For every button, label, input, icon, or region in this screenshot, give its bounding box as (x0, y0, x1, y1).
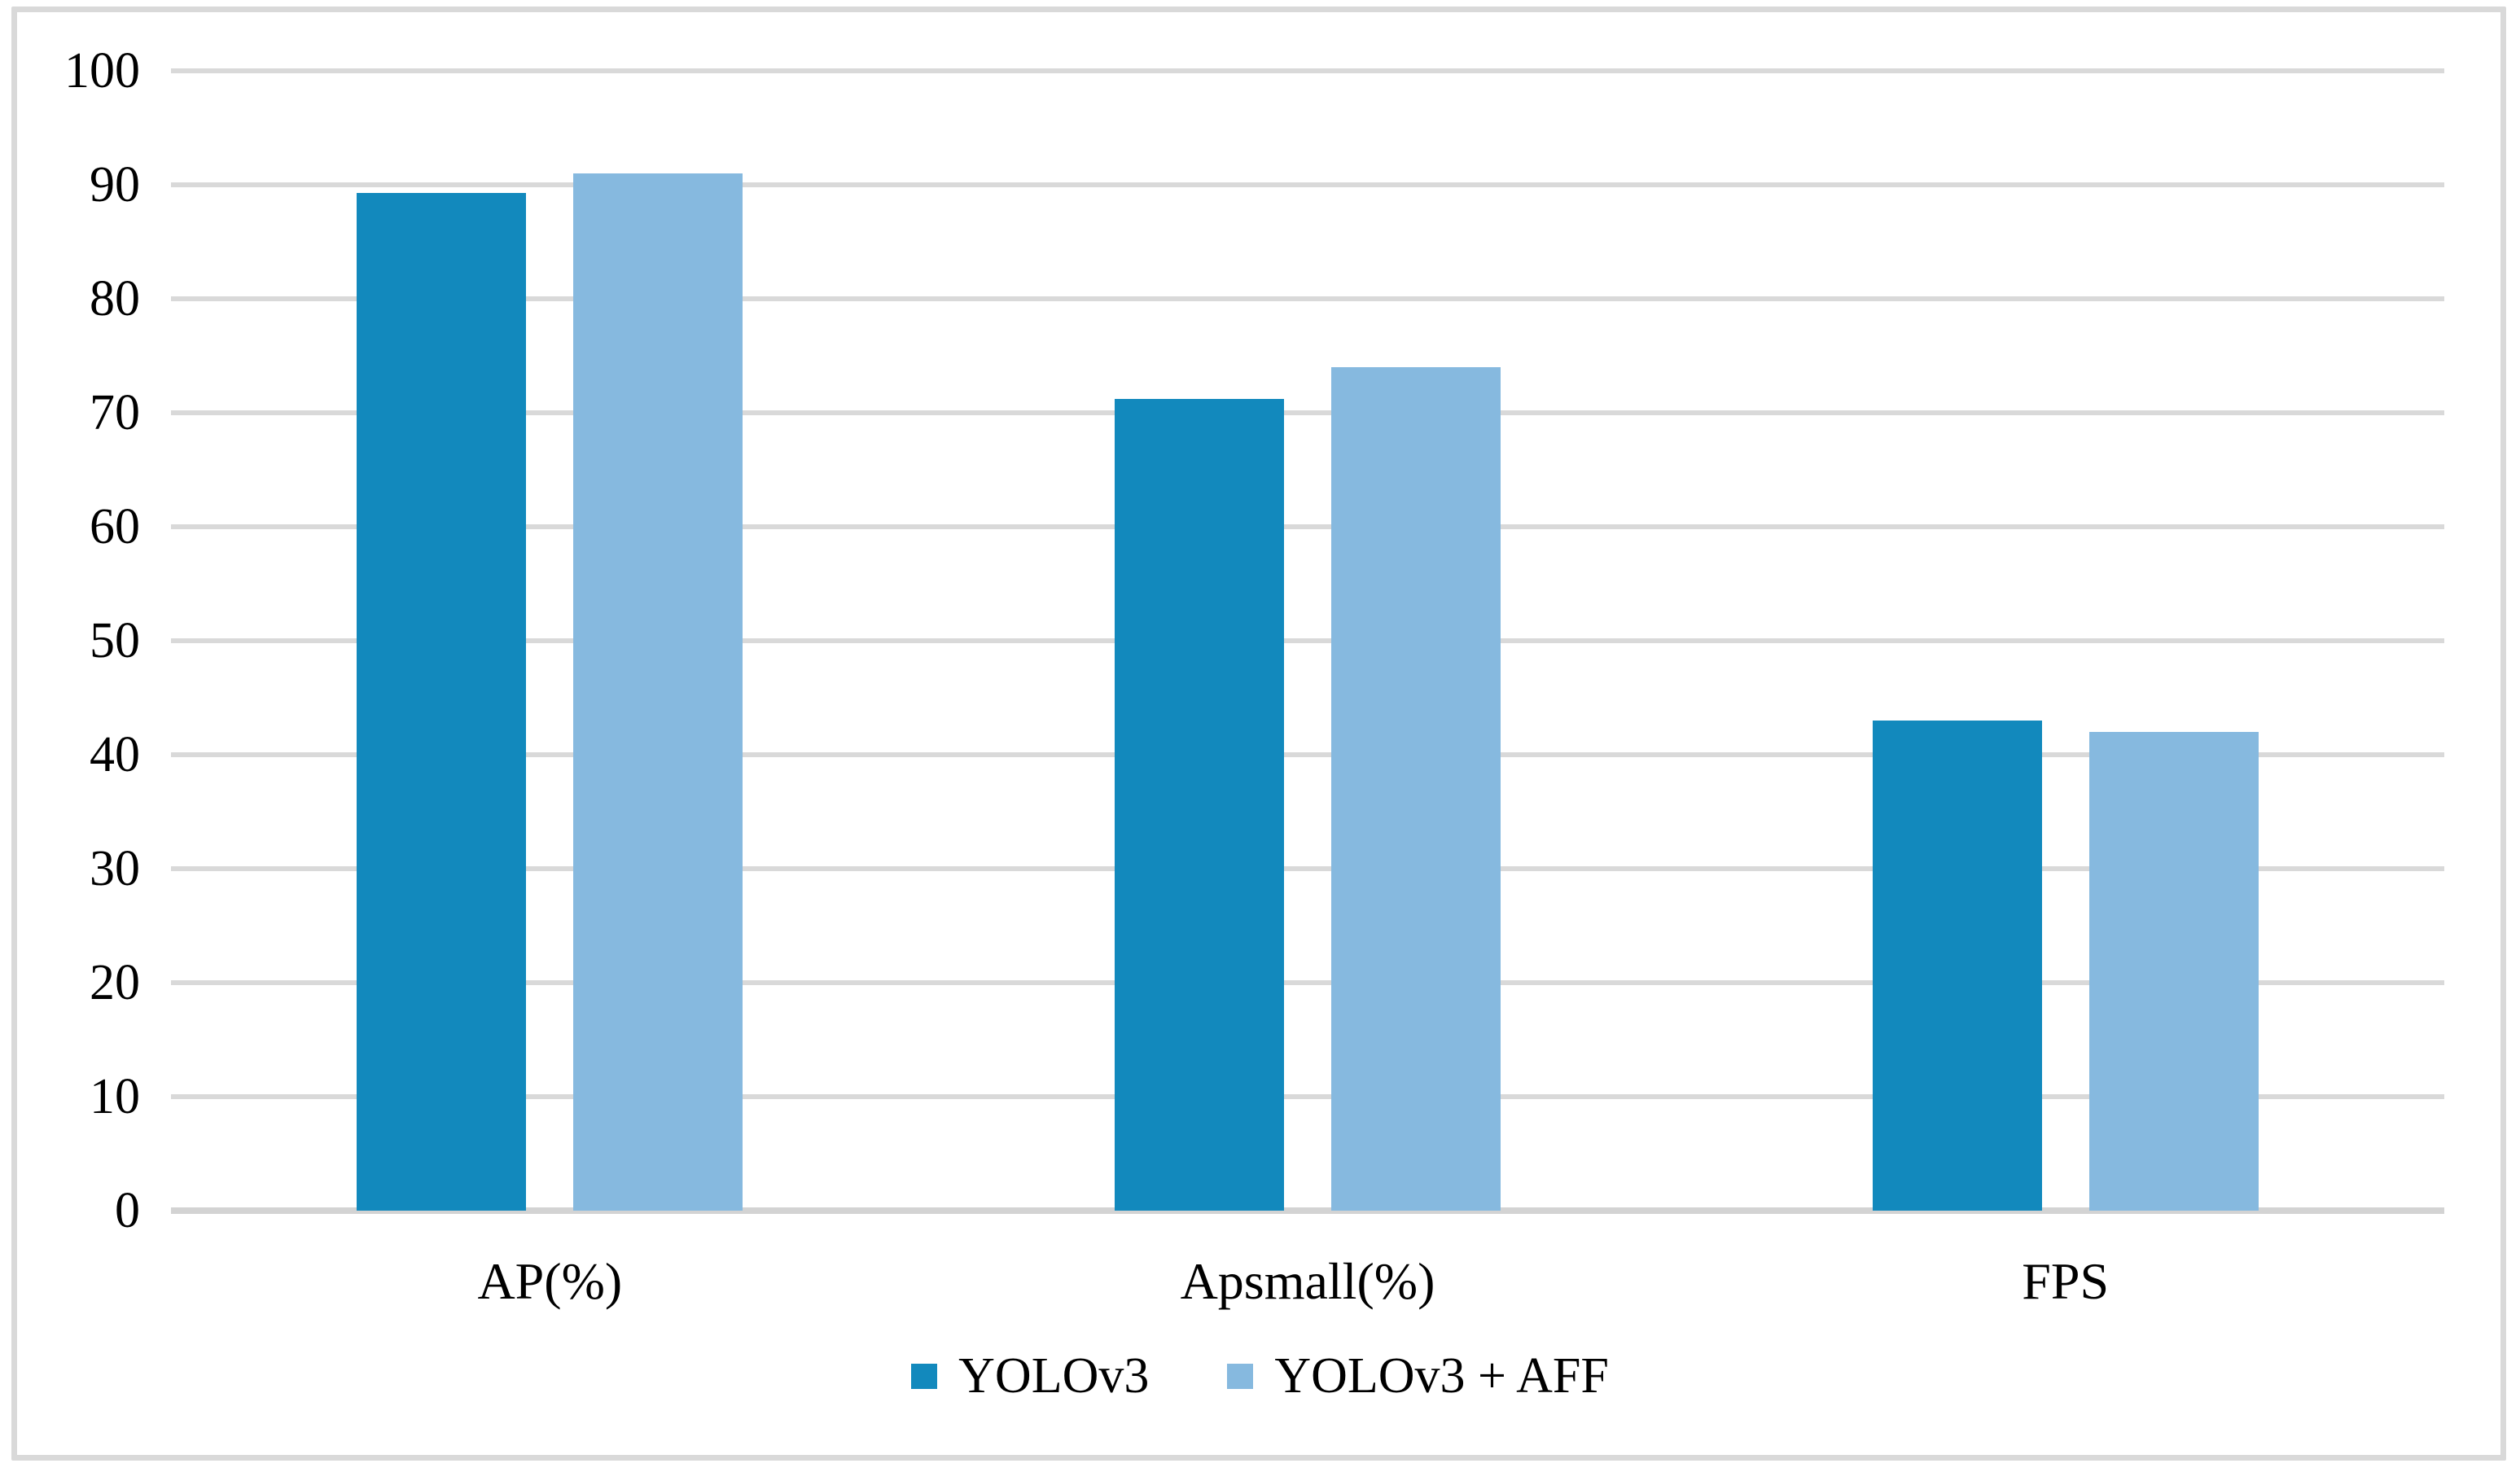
gridline-10 (171, 1094, 2444, 1099)
bar-yolov3-aff-ap (573, 173, 743, 1211)
legend-item-yolov3: YOLOv3 (911, 1345, 1149, 1407)
bar-yolov3-apsmall (1114, 399, 1284, 1211)
gridline-60 (171, 524, 2444, 529)
gridline-50 (171, 638, 2444, 643)
gridline-20 (171, 980, 2444, 985)
legend-label-yolov3: YOLOv3 (958, 1348, 1150, 1404)
y-tick-label-100: 100 (64, 43, 140, 99)
y-tick-label-10: 10 (90, 1069, 140, 1124)
gridline-30 (171, 866, 2444, 871)
y-tick-label-70: 70 (90, 385, 140, 440)
y-tick-label-50: 50 (90, 613, 140, 668)
gridline-100 (171, 68, 2444, 73)
legend-swatch-yolov3-aff-icon (1227, 1363, 1254, 1389)
y-tick-label-80: 80 (90, 271, 140, 326)
bar-group-apsmall (929, 71, 1687, 1211)
bar-yolov3-ap (357, 192, 527, 1211)
legend-label-yolov3-aff: YOLOv3 + AFF (1274, 1348, 1609, 1404)
bar-yolov3-aff-fps (2088, 732, 2259, 1211)
legend: YOLOv3 YOLOv3 + AFF (0, 1345, 2520, 1407)
bar-yolov3-fps (1872, 721, 2042, 1211)
bar-yolov3-aff-apsmall (1330, 367, 1501, 1211)
y-tick-label-90: 90 (90, 157, 140, 212)
y-tick-label-30: 30 (90, 841, 140, 896)
x-axis-label-fps: FPS (2022, 1252, 2110, 1310)
x-axis-label-apsmall: Apsmall(%) (1180, 1252, 1435, 1310)
gridline-90 (171, 182, 2444, 187)
y-tick-label-40: 40 (90, 727, 140, 782)
y-tick-label-0: 0 (115, 1183, 140, 1238)
gridline-80 (171, 296, 2444, 301)
gridline-70 (171, 410, 2444, 415)
gridline-40 (171, 752, 2444, 757)
x-axis-line (171, 1207, 2444, 1214)
bar-group-fps (1686, 71, 2444, 1211)
legend-swatch-yolov3-icon (911, 1363, 938, 1389)
bar-group-ap (171, 71, 929, 1211)
legend-item-yolov3-aff: YOLOv3 + AFF (1227, 1345, 1609, 1407)
x-axis-label-ap: AP(%) (477, 1252, 623, 1310)
y-tick-label-20: 20 (90, 955, 140, 1010)
y-tick-label-60: 60 (90, 499, 140, 554)
chart-border (11, 7, 2506, 1461)
